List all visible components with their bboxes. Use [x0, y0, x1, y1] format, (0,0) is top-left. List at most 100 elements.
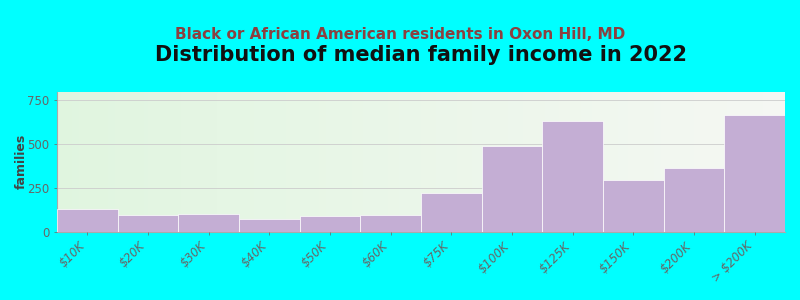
- Bar: [122, 92, 126, 232]
- Bar: [629, 92, 632, 232]
- Bar: [450, 92, 454, 232]
- Bar: [563, 92, 566, 232]
- Bar: [326, 92, 330, 232]
- Bar: [516, 92, 519, 232]
- Bar: [385, 92, 388, 232]
- Bar: [90, 92, 94, 232]
- Bar: [592, 92, 596, 232]
- Bar: [530, 92, 534, 232]
- Bar: [370, 92, 374, 232]
- Bar: [782, 92, 785, 232]
- Bar: [174, 92, 177, 232]
- Bar: [366, 92, 370, 232]
- Bar: [94, 92, 97, 232]
- Bar: [461, 92, 465, 232]
- Bar: [202, 92, 206, 232]
- Bar: [144, 92, 148, 232]
- Bar: [570, 92, 574, 232]
- Bar: [519, 92, 523, 232]
- Bar: [548, 92, 552, 232]
- Bar: [614, 92, 618, 232]
- Bar: [676, 92, 679, 232]
- Bar: [545, 92, 548, 232]
- Bar: [148, 92, 151, 232]
- Bar: [603, 92, 606, 232]
- Bar: [719, 92, 723, 232]
- Bar: [210, 92, 214, 232]
- Bar: [184, 92, 188, 232]
- Bar: [312, 92, 315, 232]
- Bar: [239, 92, 242, 232]
- Bar: [178, 214, 239, 232]
- Bar: [115, 92, 119, 232]
- Bar: [345, 92, 348, 232]
- Bar: [745, 92, 749, 232]
- Bar: [763, 92, 766, 232]
- Bar: [338, 92, 341, 232]
- Bar: [646, 92, 650, 232]
- Bar: [268, 92, 272, 232]
- Bar: [603, 180, 664, 232]
- Bar: [392, 92, 395, 232]
- Bar: [388, 92, 392, 232]
- Bar: [134, 92, 137, 232]
- Bar: [362, 92, 366, 232]
- Bar: [265, 92, 268, 232]
- Bar: [254, 92, 257, 232]
- Bar: [523, 92, 526, 232]
- Bar: [242, 92, 246, 232]
- Bar: [662, 92, 665, 232]
- Bar: [454, 92, 458, 232]
- Bar: [599, 92, 603, 232]
- Bar: [465, 92, 468, 232]
- Bar: [402, 92, 406, 232]
- Bar: [378, 92, 381, 232]
- Bar: [395, 92, 399, 232]
- Bar: [698, 92, 702, 232]
- Bar: [330, 92, 334, 232]
- Bar: [162, 92, 166, 232]
- Bar: [534, 92, 538, 232]
- Bar: [458, 92, 461, 232]
- Bar: [239, 219, 300, 232]
- Bar: [300, 216, 360, 232]
- Bar: [589, 92, 592, 232]
- Bar: [68, 92, 71, 232]
- Bar: [130, 92, 134, 232]
- Bar: [730, 92, 734, 232]
- Bar: [61, 92, 64, 232]
- Bar: [177, 92, 181, 232]
- Text: Black or African American residents in Oxon Hill, MD: Black or African American residents in O…: [175, 27, 625, 42]
- Bar: [669, 92, 672, 232]
- Bar: [341, 92, 345, 232]
- Bar: [749, 92, 752, 232]
- Bar: [170, 92, 174, 232]
- Bar: [294, 92, 298, 232]
- Bar: [399, 92, 402, 232]
- Bar: [290, 92, 294, 232]
- Bar: [702, 92, 705, 232]
- Bar: [498, 92, 501, 232]
- Bar: [559, 92, 563, 232]
- Bar: [425, 92, 428, 232]
- Bar: [443, 92, 446, 232]
- Bar: [664, 168, 724, 232]
- Bar: [421, 193, 482, 232]
- Bar: [650, 92, 654, 232]
- Bar: [151, 92, 155, 232]
- Bar: [738, 92, 742, 232]
- Bar: [541, 92, 545, 232]
- Bar: [705, 92, 709, 232]
- Bar: [359, 92, 362, 232]
- Bar: [414, 92, 418, 232]
- Bar: [104, 92, 108, 232]
- Bar: [261, 92, 265, 232]
- Bar: [734, 92, 738, 232]
- Bar: [71, 92, 75, 232]
- Bar: [305, 92, 308, 232]
- Bar: [556, 92, 559, 232]
- Bar: [596, 92, 599, 232]
- Bar: [770, 92, 774, 232]
- Bar: [468, 92, 472, 232]
- Bar: [566, 92, 570, 232]
